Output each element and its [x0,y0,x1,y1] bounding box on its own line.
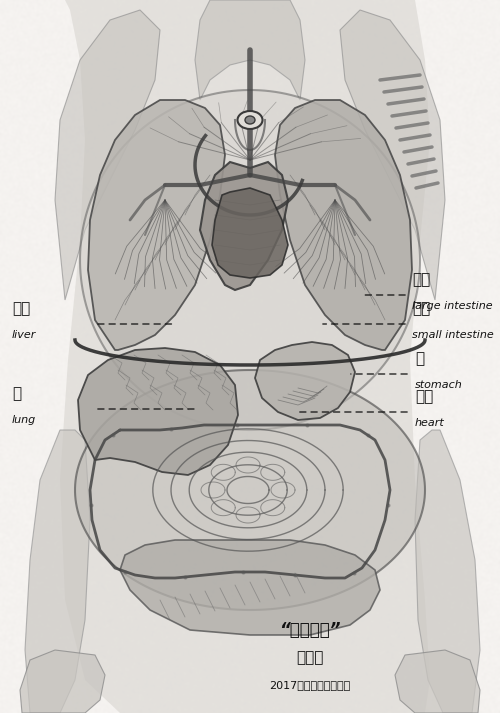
Polygon shape [75,370,425,610]
Text: stomach: stomach [415,380,463,390]
Text: 马绍珂: 马绍珂 [296,650,324,665]
Polygon shape [395,650,480,713]
Polygon shape [20,650,105,713]
Ellipse shape [238,111,262,129]
Text: lung: lung [12,415,36,425]
Polygon shape [120,540,380,635]
Polygon shape [60,0,430,713]
Polygon shape [88,100,225,350]
Text: small intestine: small intestine [412,330,494,340]
Text: 胃: 胃 [415,351,424,366]
Polygon shape [255,342,355,420]
Text: 小肠: 小肠 [412,301,430,316]
Text: heart: heart [415,418,445,428]
Polygon shape [212,188,288,278]
Text: 2017级护理専本科五班: 2017级护理専本科五班 [270,680,350,690]
Ellipse shape [245,116,255,124]
Text: “五脏六腔”: “五脏六腔” [279,621,341,639]
Polygon shape [340,10,445,300]
Polygon shape [200,162,288,290]
Polygon shape [195,0,305,100]
Text: 肝脏: 肝脏 [12,301,30,316]
Polygon shape [415,430,480,713]
Polygon shape [275,100,412,350]
Polygon shape [78,348,238,475]
Text: large intestine: large intestine [412,301,492,311]
Text: 心脏: 心脏 [415,389,433,404]
Text: 大肠: 大肠 [412,272,430,287]
Text: 肺: 肺 [12,386,21,401]
Polygon shape [25,430,90,713]
Polygon shape [80,90,420,430]
Polygon shape [55,10,160,300]
Text: liver: liver [12,330,36,340]
